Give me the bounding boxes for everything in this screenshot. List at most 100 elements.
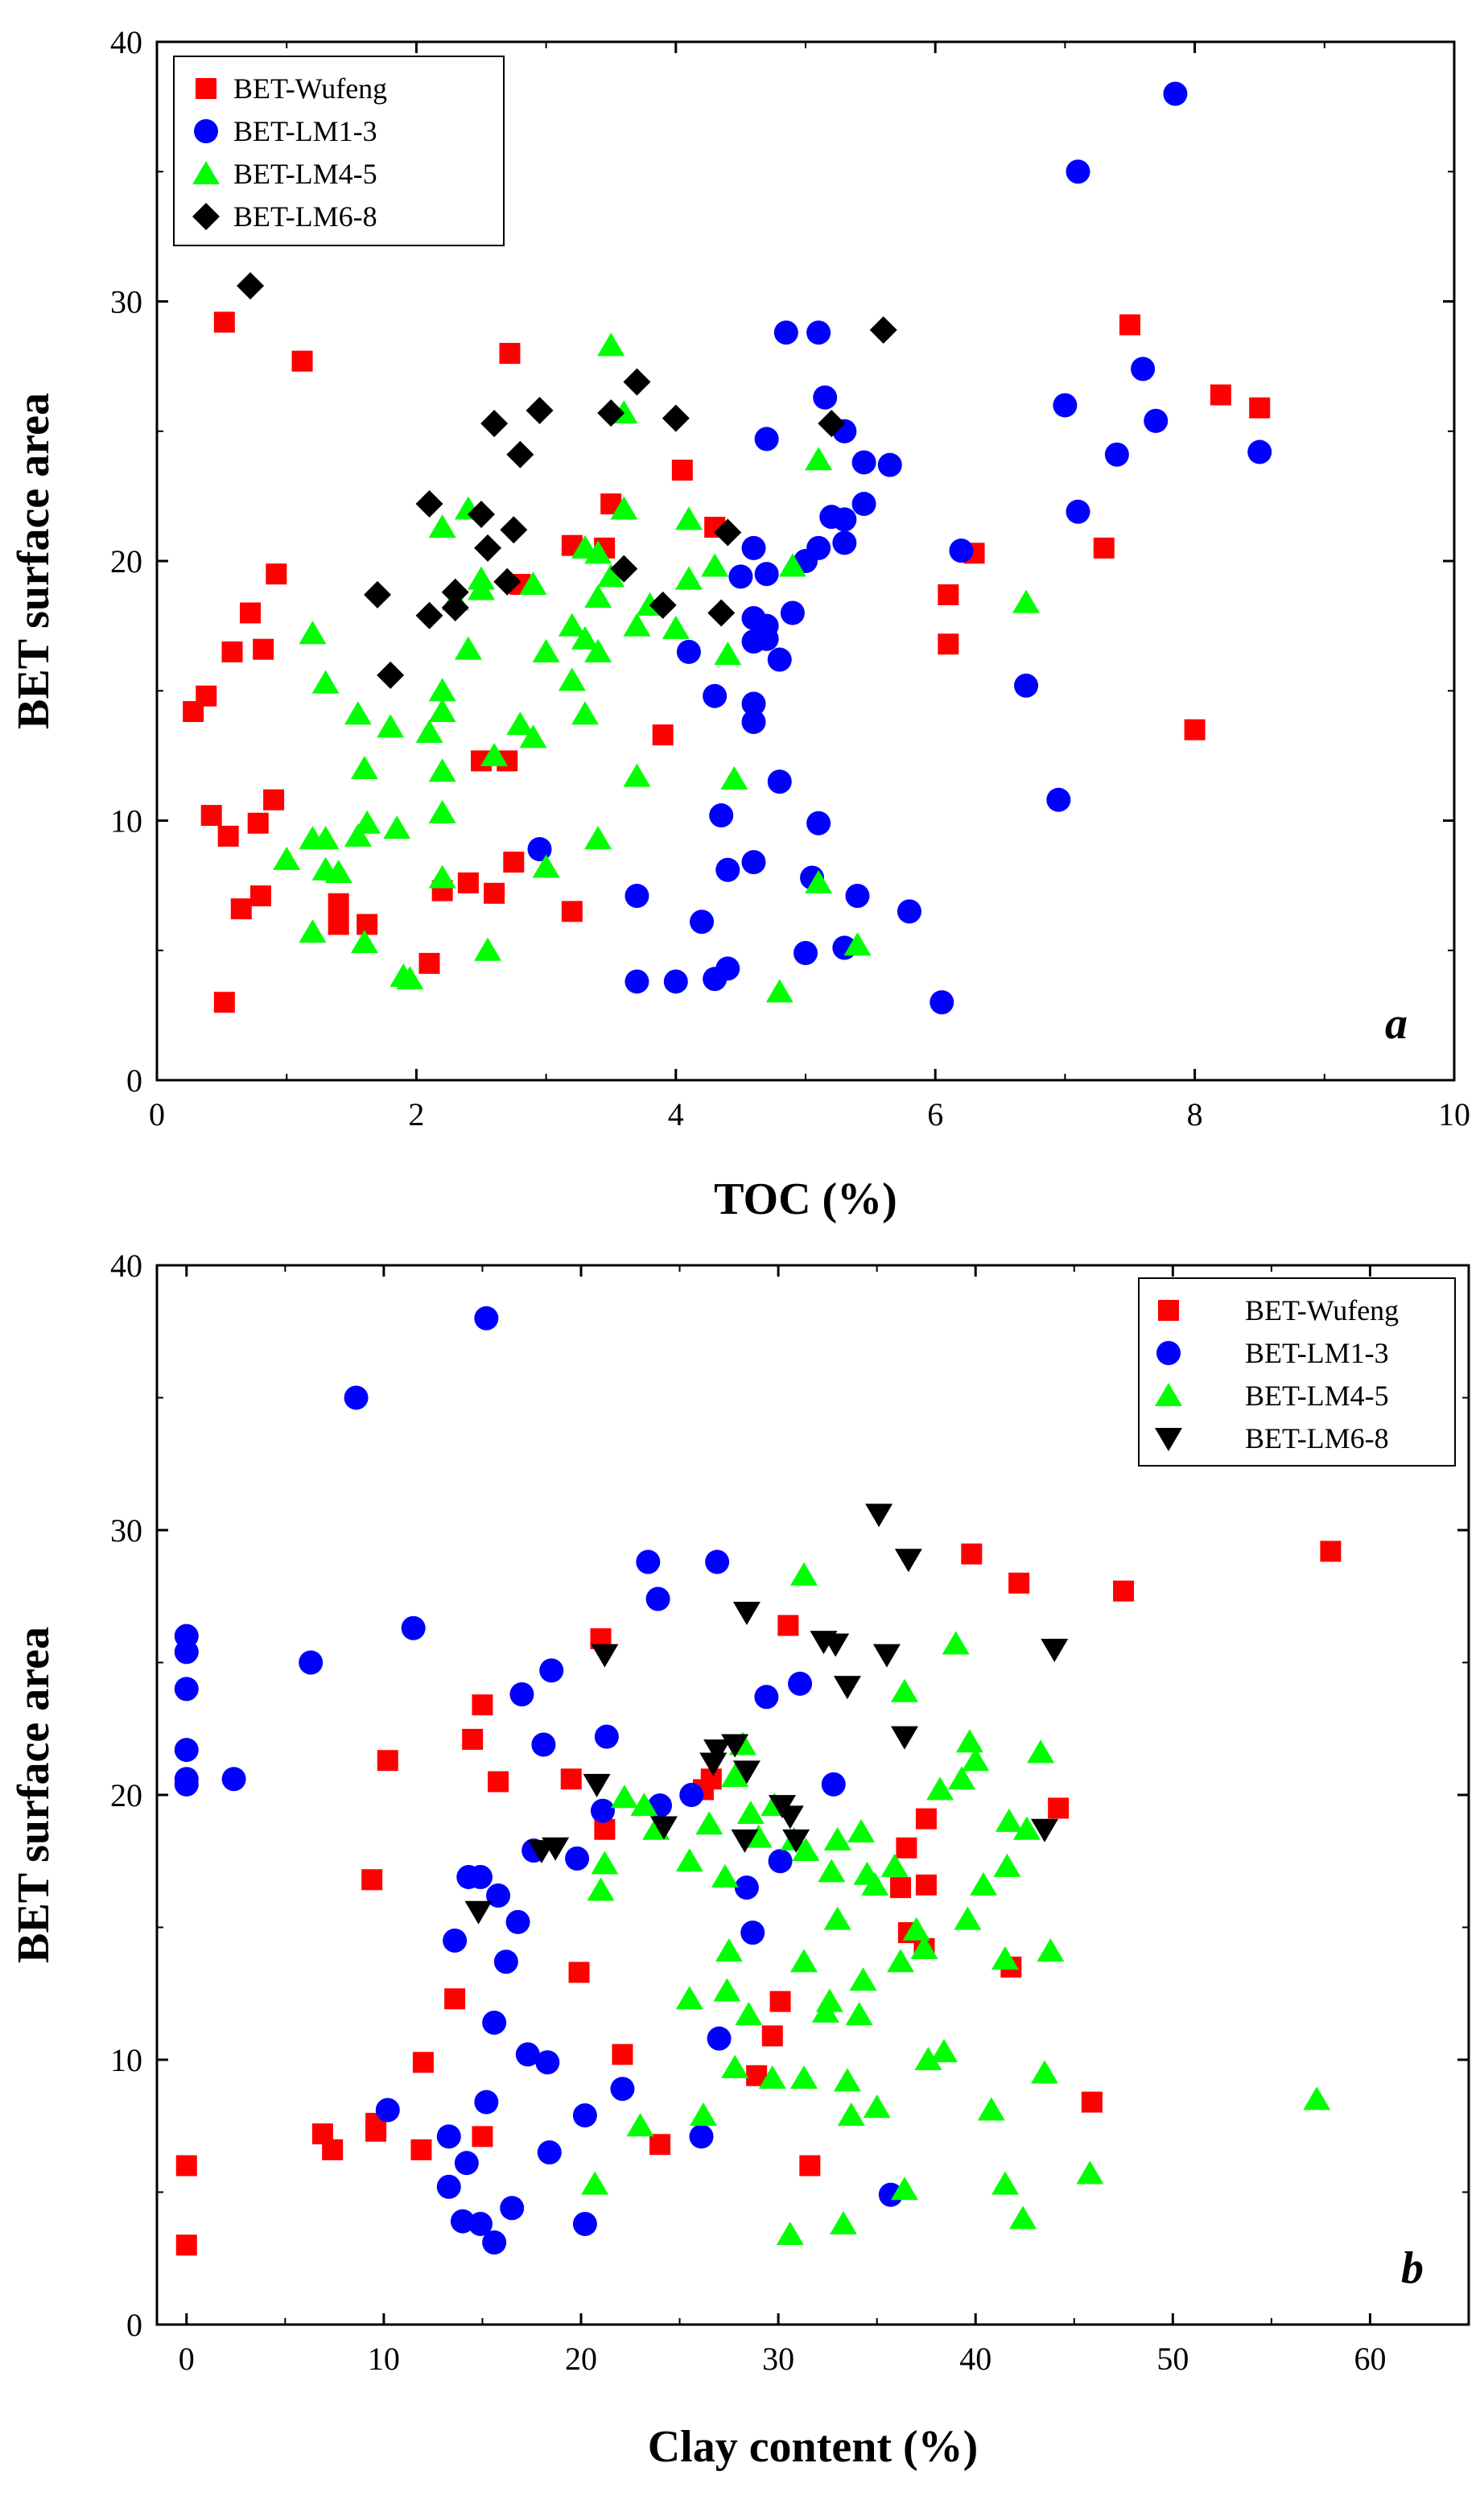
data-point	[782, 1829, 810, 1853]
data-point	[486, 1883, 511, 1908]
data-point	[484, 882, 505, 904]
legend-label: BET-Wufeng	[1245, 1294, 1399, 1326]
data-point	[674, 506, 703, 530]
data-point	[703, 683, 728, 708]
y-tick-label: 0	[126, 1062, 142, 1099]
data-point	[542, 1837, 570, 1861]
data-point	[845, 884, 870, 909]
data-point	[915, 1808, 937, 1830]
data-point	[713, 1978, 741, 2002]
data-point	[441, 578, 469, 606]
data-point	[558, 667, 586, 691]
data-point	[247, 812, 269, 834]
data-point	[761, 2025, 783, 2047]
series-bet-wufeng	[183, 311, 1271, 1013]
series-bet-lm6-8	[237, 272, 897, 689]
data-point	[962, 1747, 990, 1772]
data-point	[829, 2210, 857, 2234]
data-point	[776, 2222, 804, 2246]
data-point	[930, 2039, 958, 2063]
data-point	[714, 642, 742, 666]
data-point	[636, 1549, 661, 1574]
data-point	[584, 584, 612, 609]
y-tick-label: 10	[110, 2042, 142, 2078]
data-point	[196, 685, 217, 707]
x-tick-label: 4	[668, 1096, 684, 1132]
data-point	[942, 1631, 970, 1655]
legend-marker	[196, 78, 216, 99]
y-tick-label: 20	[110, 543, 142, 580]
data-point	[890, 1877, 912, 1899]
data-point	[652, 724, 674, 746]
series-bet-lm6-8	[464, 1504, 1069, 1925]
data-point	[833, 2068, 861, 2092]
data-point	[777, 1615, 799, 1636]
data-point	[221, 641, 243, 662]
data-point	[464, 1900, 493, 1925]
data-point	[806, 811, 831, 835]
data-point	[375, 2098, 400, 2123]
data-point	[887, 1949, 915, 1973]
data-point	[500, 516, 528, 544]
data-point	[213, 992, 235, 1013]
data-point	[715, 956, 740, 981]
data-point	[474, 937, 502, 961]
data-point	[428, 758, 456, 782]
data-point	[815, 1988, 843, 2012]
data-point	[794, 940, 818, 965]
data-point	[789, 1949, 818, 1973]
data-point	[1041, 1639, 1069, 1663]
data-point	[818, 410, 846, 438]
data-point	[506, 440, 534, 468]
data-point	[902, 1916, 930, 1941]
data-point	[590, 1798, 615, 1823]
data-point	[991, 1945, 1019, 1970]
data-point	[805, 447, 833, 471]
data-point	[583, 1773, 611, 1797]
data-point	[721, 1763, 749, 1787]
data-point	[741, 709, 766, 734]
panel-letter: b	[1401, 2243, 1424, 2293]
data-point	[689, 2124, 714, 2149]
data-point	[344, 823, 372, 847]
data-point	[741, 535, 766, 560]
legend-box	[173, 56, 505, 246]
data-point	[584, 826, 612, 850]
data-point	[1066, 159, 1090, 184]
legend: BET-Wufeng BET-LM1-3 BET-LM4-5 BET-LM6-8	[173, 56, 505, 246]
data-point	[805, 869, 833, 893]
data-point	[509, 1681, 534, 1706]
data-point	[754, 626, 779, 651]
data-point	[505, 1909, 530, 1934]
data-point	[531, 1732, 556, 1757]
data-point	[428, 864, 456, 889]
y-tick-label: 30	[110, 284, 142, 320]
data-point	[977, 2097, 1005, 2121]
panel-a-scatter-chart: 0 2 4 6 8 10 0 10 20 30 40 TOC (%) BET surface area a…	[9, 24, 1470, 1224]
data-point	[799, 2155, 821, 2176]
data-point	[955, 1729, 983, 1753]
data-point	[732, 1760, 761, 1784]
series-bet-lm1-3	[527, 81, 1272, 1015]
data-point	[734, 1875, 759, 1900]
data-point	[584, 638, 612, 662]
data-point	[991, 2171, 1019, 2195]
data-point	[412, 2052, 434, 2073]
x-tick-label: 8	[1187, 1096, 1203, 1132]
data-point	[721, 2054, 749, 2078]
data-point	[1303, 2086, 1331, 2110]
data-point	[732, 1601, 761, 1625]
data-point	[515, 2042, 540, 2067]
data-point	[915, 1874, 937, 1896]
data-point	[662, 404, 690, 432]
data-point	[1144, 408, 1169, 433]
data-point	[705, 1549, 730, 1574]
data-point	[217, 825, 239, 847]
x-axis-title: TOC (%)	[714, 1174, 897, 1224]
data-point	[571, 625, 599, 650]
data-point	[626, 2113, 654, 2137]
data-point	[768, 1849, 793, 1874]
data-point	[428, 514, 456, 538]
legend-label: BET-Wufeng	[233, 72, 387, 105]
data-point	[699, 1752, 728, 1776]
